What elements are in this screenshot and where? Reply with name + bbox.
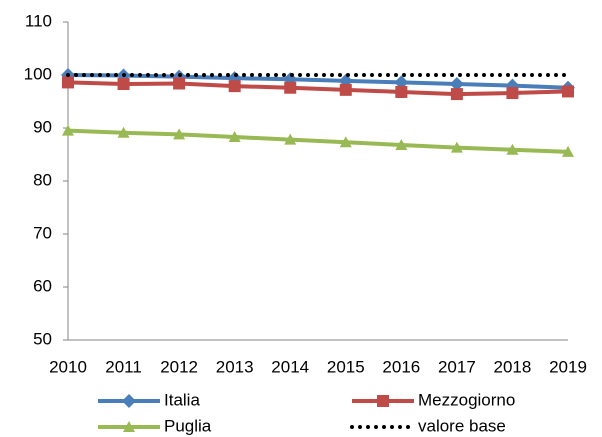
data-point (449, 77, 464, 92)
data-point (228, 80, 241, 93)
data-point (62, 124, 74, 136)
legend-marker (122, 394, 136, 408)
x-tick-label: 2018 (494, 357, 532, 376)
data-point (395, 138, 408, 150)
legend-label: Italia (164, 390, 200, 409)
legend-label: Mezzogiorno (418, 390, 515, 409)
data-point (284, 133, 297, 145)
x-tick-label: 2017 (438, 357, 476, 376)
y-tick-label: 60 (33, 276, 52, 295)
data-point (506, 143, 519, 155)
y-tick-label: 100 (24, 64, 52, 83)
data-point (339, 136, 352, 148)
data-point (173, 128, 186, 140)
data-point (394, 75, 409, 90)
data-point (228, 131, 241, 143)
data-point (395, 85, 408, 98)
series-line (67, 80, 569, 97)
series-line (67, 128, 569, 154)
y-tick-label: 70 (33, 223, 52, 242)
data-point (562, 85, 574, 98)
x-tick-label: 2014 (271, 357, 309, 376)
y-tick-label: 80 (33, 170, 52, 189)
x-tick-label: 2013 (216, 357, 254, 376)
legend-label: valore base (418, 416, 506, 435)
data-point (506, 87, 519, 100)
data-point (562, 145, 574, 157)
data-point (117, 78, 130, 91)
legend-marker (377, 395, 389, 407)
legend-marker (123, 421, 135, 432)
x-tick-label: 2010 (49, 357, 87, 376)
y-tick-label: 110 (25, 11, 52, 30)
x-tick-label: 2016 (382, 357, 420, 376)
x-tick-label: 2012 (160, 357, 198, 376)
series-line (67, 73, 569, 90)
data-point (339, 83, 352, 96)
data-point (173, 77, 186, 90)
data-point (284, 81, 297, 94)
x-tick-label: 2019 (549, 357, 587, 376)
y-tick-label: 50 (33, 329, 52, 348)
data-point (450, 141, 463, 153)
x-tick-label: 2015 (327, 357, 365, 376)
data-point (62, 76, 74, 89)
x-tick-label: 2011 (105, 357, 142, 376)
data-point (117, 126, 130, 138)
data-point (450, 88, 463, 101)
legend-label: Puglia (164, 416, 212, 435)
y-tick-label: 90 (33, 117, 52, 136)
